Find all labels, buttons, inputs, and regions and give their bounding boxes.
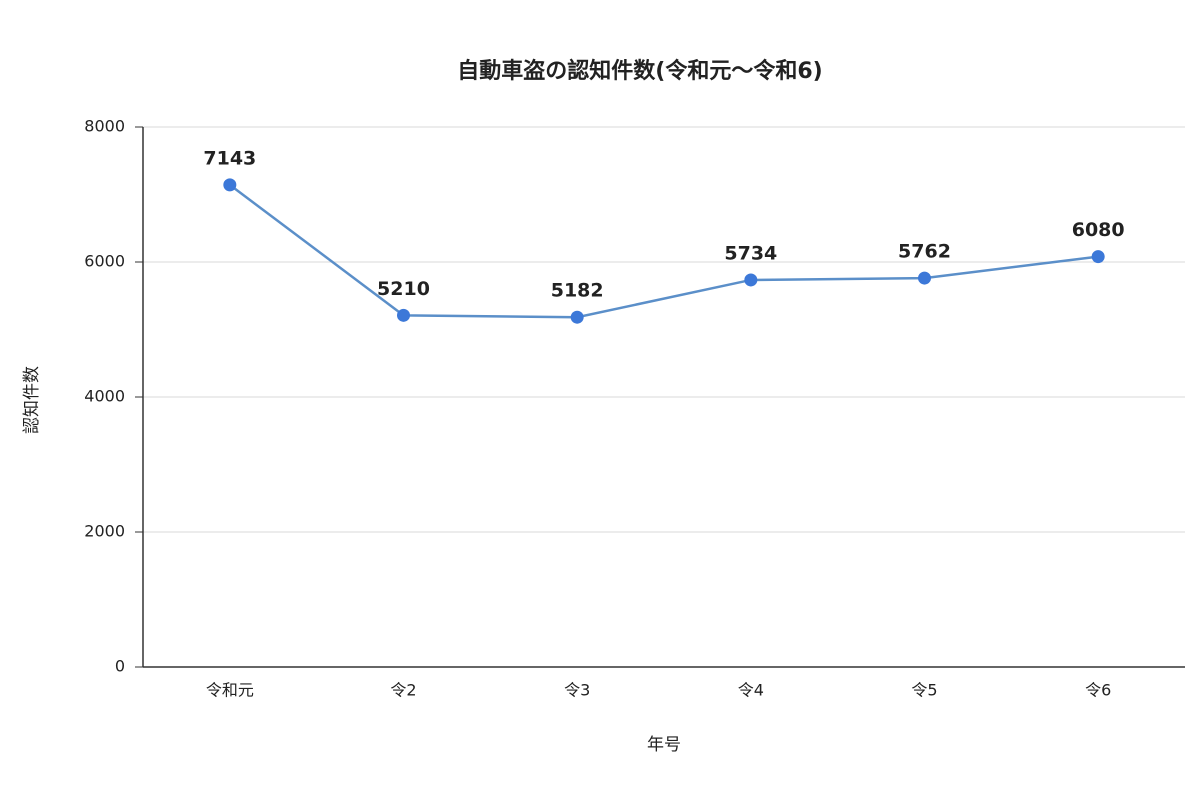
y-tick-label: 4000 bbox=[84, 387, 125, 406]
y-tick-label: 0 bbox=[115, 657, 125, 676]
data-label: 5762 bbox=[898, 241, 951, 263]
data-point bbox=[744, 273, 758, 287]
x-tick-label: 令4 bbox=[738, 681, 764, 700]
data-point bbox=[223, 178, 237, 192]
x-tick-label: 令5 bbox=[911, 681, 937, 700]
data-point bbox=[918, 271, 931, 285]
data-point bbox=[570, 310, 584, 324]
y-tick-label: 6000 bbox=[84, 252, 125, 271]
x-tick-label: 令2 bbox=[390, 681, 416, 700]
x-tick-label: 令3 bbox=[564, 681, 590, 700]
y-tick-label: 2000 bbox=[84, 522, 125, 541]
data-label: 6080 bbox=[1072, 219, 1125, 241]
data-label: 5210 bbox=[377, 278, 430, 300]
y-axis-label: 認知件数 bbox=[22, 366, 42, 434]
x-axis-label: 年号 bbox=[647, 735, 681, 755]
chart-title: 自動車盗の認知件数(令和元〜令和6) bbox=[457, 58, 822, 84]
x-tick-label: 令和元 bbox=[206, 681, 254, 700]
data-label: 7143 bbox=[203, 147, 256, 169]
x-tick-label: 令6 bbox=[1085, 681, 1111, 700]
data-label: 5734 bbox=[724, 242, 777, 264]
y-tick-label: 8000 bbox=[84, 117, 125, 136]
series-line bbox=[229, 183, 1099, 319]
data-point bbox=[1091, 250, 1105, 264]
data-label: 5182 bbox=[551, 280, 604, 302]
data-point bbox=[397, 308, 410, 322]
